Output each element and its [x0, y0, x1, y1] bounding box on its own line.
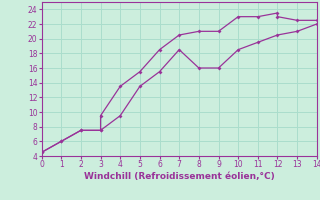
X-axis label: Windchill (Refroidissement éolien,°C): Windchill (Refroidissement éolien,°C) — [84, 172, 275, 181]
